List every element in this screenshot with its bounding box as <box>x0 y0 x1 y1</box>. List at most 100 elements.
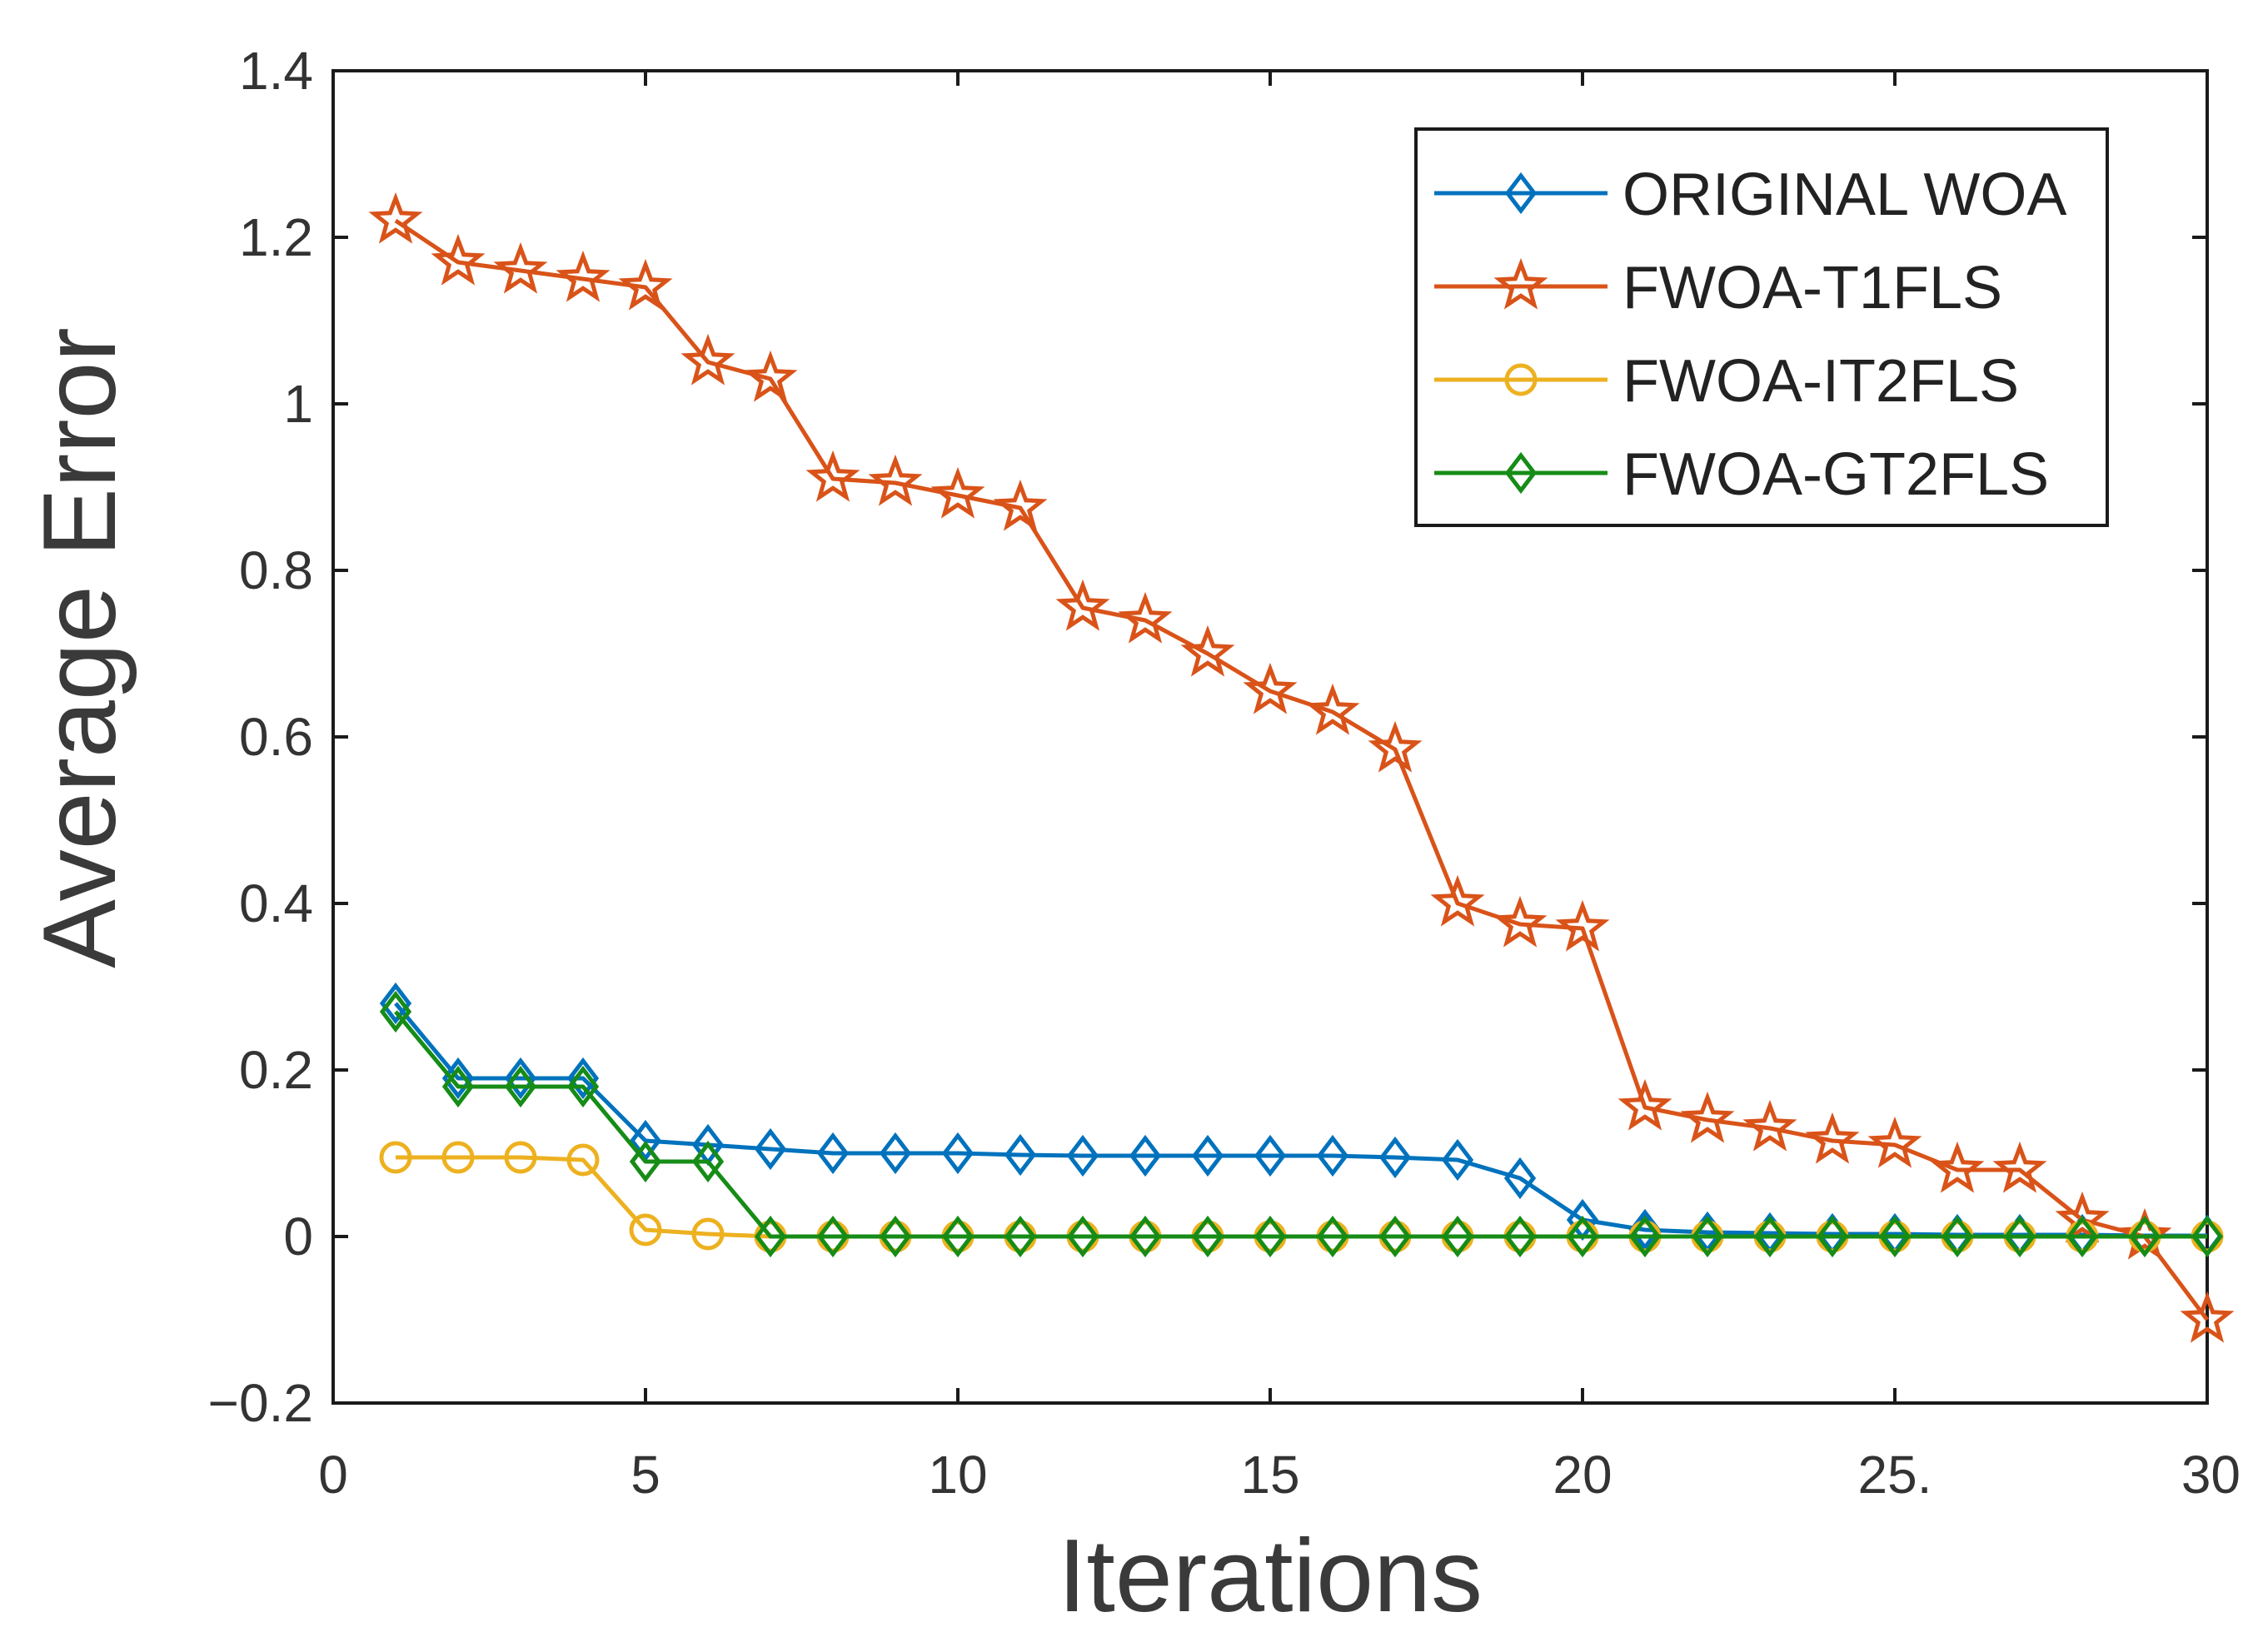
data-point <box>691 1217 725 1251</box>
data-point <box>754 1215 787 1258</box>
data-point <box>1243 662 1298 714</box>
data-point <box>1992 1141 2047 1193</box>
series-fwoa-t1fls <box>368 192 2235 1343</box>
data-point <box>1118 591 1173 644</box>
data-point <box>504 1141 537 1174</box>
x-tick-label: 10 <box>928 1445 987 1505</box>
data-point <box>1566 1215 1599 1258</box>
series-layer <box>368 192 2235 1343</box>
legend-marker <box>1504 451 1538 495</box>
data-point <box>1816 1215 1849 1258</box>
data-point <box>1305 683 1360 735</box>
x-axis: 0 5 10 15 20 25. 30 <box>318 71 2241 1505</box>
data-point <box>1930 1141 1985 1193</box>
legend-marker <box>1504 363 1538 396</box>
data-point <box>1503 1215 1537 1258</box>
data-point <box>2180 1291 2235 1343</box>
y-tick-label: 0.4 <box>239 873 313 933</box>
data-point <box>816 1215 850 1258</box>
data-point <box>1316 1215 1349 1258</box>
data-point <box>2003 1215 2036 1258</box>
x-tick-label: 5 <box>631 1445 660 1505</box>
data-point <box>441 1141 475 1174</box>
y-axis: −0.2 0 0.2 0.4 0.6 0.8 1 1.2 1.4 <box>208 41 2207 1433</box>
data-point <box>930 466 985 519</box>
data-point <box>504 1057 537 1100</box>
data-point <box>941 1215 974 1258</box>
data-point <box>879 1132 912 1175</box>
data-point <box>441 1057 475 1100</box>
legend: ORIGINAL WOA FWOA-T1FLS FWOA-IT2FLS FWOA-GT… <box>1414 127 2109 527</box>
data-point <box>379 990 412 1033</box>
data-point <box>629 1213 662 1246</box>
y-tick-label: −0.2 <box>208 1373 313 1433</box>
legend-label: FWOA-T1FLS <box>1622 255 2002 321</box>
data-point <box>1878 1215 1912 1258</box>
data-point <box>1441 1215 1474 1258</box>
x-tick-label: 15 <box>1240 1445 1299 1505</box>
data-point <box>1867 1116 1922 1168</box>
y-tick-label: 0.2 <box>239 1040 313 1100</box>
data-point <box>566 1057 600 1100</box>
data-point <box>379 1141 412 1174</box>
data-point <box>2066 1215 2099 1258</box>
data-point <box>1941 1215 1974 1258</box>
y-tick-label: 0.6 <box>239 707 313 767</box>
data-point <box>368 192 423 244</box>
data-point <box>431 233 486 286</box>
x-tick-label: 20 <box>1553 1445 1612 1505</box>
data-point <box>1254 1215 1287 1258</box>
data-point <box>2117 1207 2172 1260</box>
data-point <box>566 1143 600 1177</box>
data-point <box>1691 1215 1724 1258</box>
data-point <box>1055 579 1110 631</box>
data-point <box>1680 1091 1735 1143</box>
data-point <box>1368 720 1423 773</box>
data-point <box>1066 1215 1099 1258</box>
data-point <box>629 1140 662 1183</box>
data-point <box>1316 1134 1349 1177</box>
y-tick-label: 0.8 <box>239 540 313 600</box>
data-point <box>743 350 798 402</box>
x-axis-title: Iterations <box>1058 1519 1483 1634</box>
data-point <box>629 1119 662 1162</box>
data-point <box>1378 1136 1412 1179</box>
data-point <box>2191 1215 2224 1258</box>
y-tick-label: 1.4 <box>239 41 313 101</box>
data-point <box>504 1065 537 1108</box>
y-tick-label: 0 <box>283 1207 313 1266</box>
data-point <box>1493 895 1548 948</box>
data-point <box>993 479 1048 531</box>
data-point <box>1378 1215 1412 1258</box>
data-point <box>1180 624 1235 677</box>
data-point <box>556 250 611 302</box>
x-tick-label: 0 <box>318 1445 348 1505</box>
data-point <box>1066 1134 1099 1177</box>
data-point <box>754 1127 787 1171</box>
data-point <box>1805 1112 1860 1164</box>
data-point <box>1004 1215 1037 1258</box>
data-point <box>441 1065 475 1108</box>
legend-label: ORIGINAL WOA <box>1622 162 2066 228</box>
data-point <box>879 1215 912 1258</box>
data-point <box>805 450 860 502</box>
data-point <box>2055 1191 2110 1243</box>
data-point <box>691 1140 725 1183</box>
data-point <box>1191 1215 1224 1258</box>
legend-label: FWOA-GT2FLS <box>1622 441 2049 508</box>
data-point <box>941 1132 974 1175</box>
legend-marker <box>1493 257 1548 310</box>
series-fwoa-gt2fls <box>379 990 2224 1258</box>
data-point <box>493 241 548 294</box>
data-point <box>1004 1133 1037 1177</box>
data-point <box>1753 1215 1787 1258</box>
data-point <box>1742 1099 1797 1152</box>
data-point <box>566 1065 600 1108</box>
data-point <box>1254 1134 1287 1177</box>
data-point <box>1555 899 1610 952</box>
y-tick-label: 1.2 <box>239 207 313 267</box>
y-tick-label: 1 <box>283 374 313 434</box>
y-axis-title: Average Error <box>22 327 137 968</box>
data-point <box>1628 1215 1662 1258</box>
